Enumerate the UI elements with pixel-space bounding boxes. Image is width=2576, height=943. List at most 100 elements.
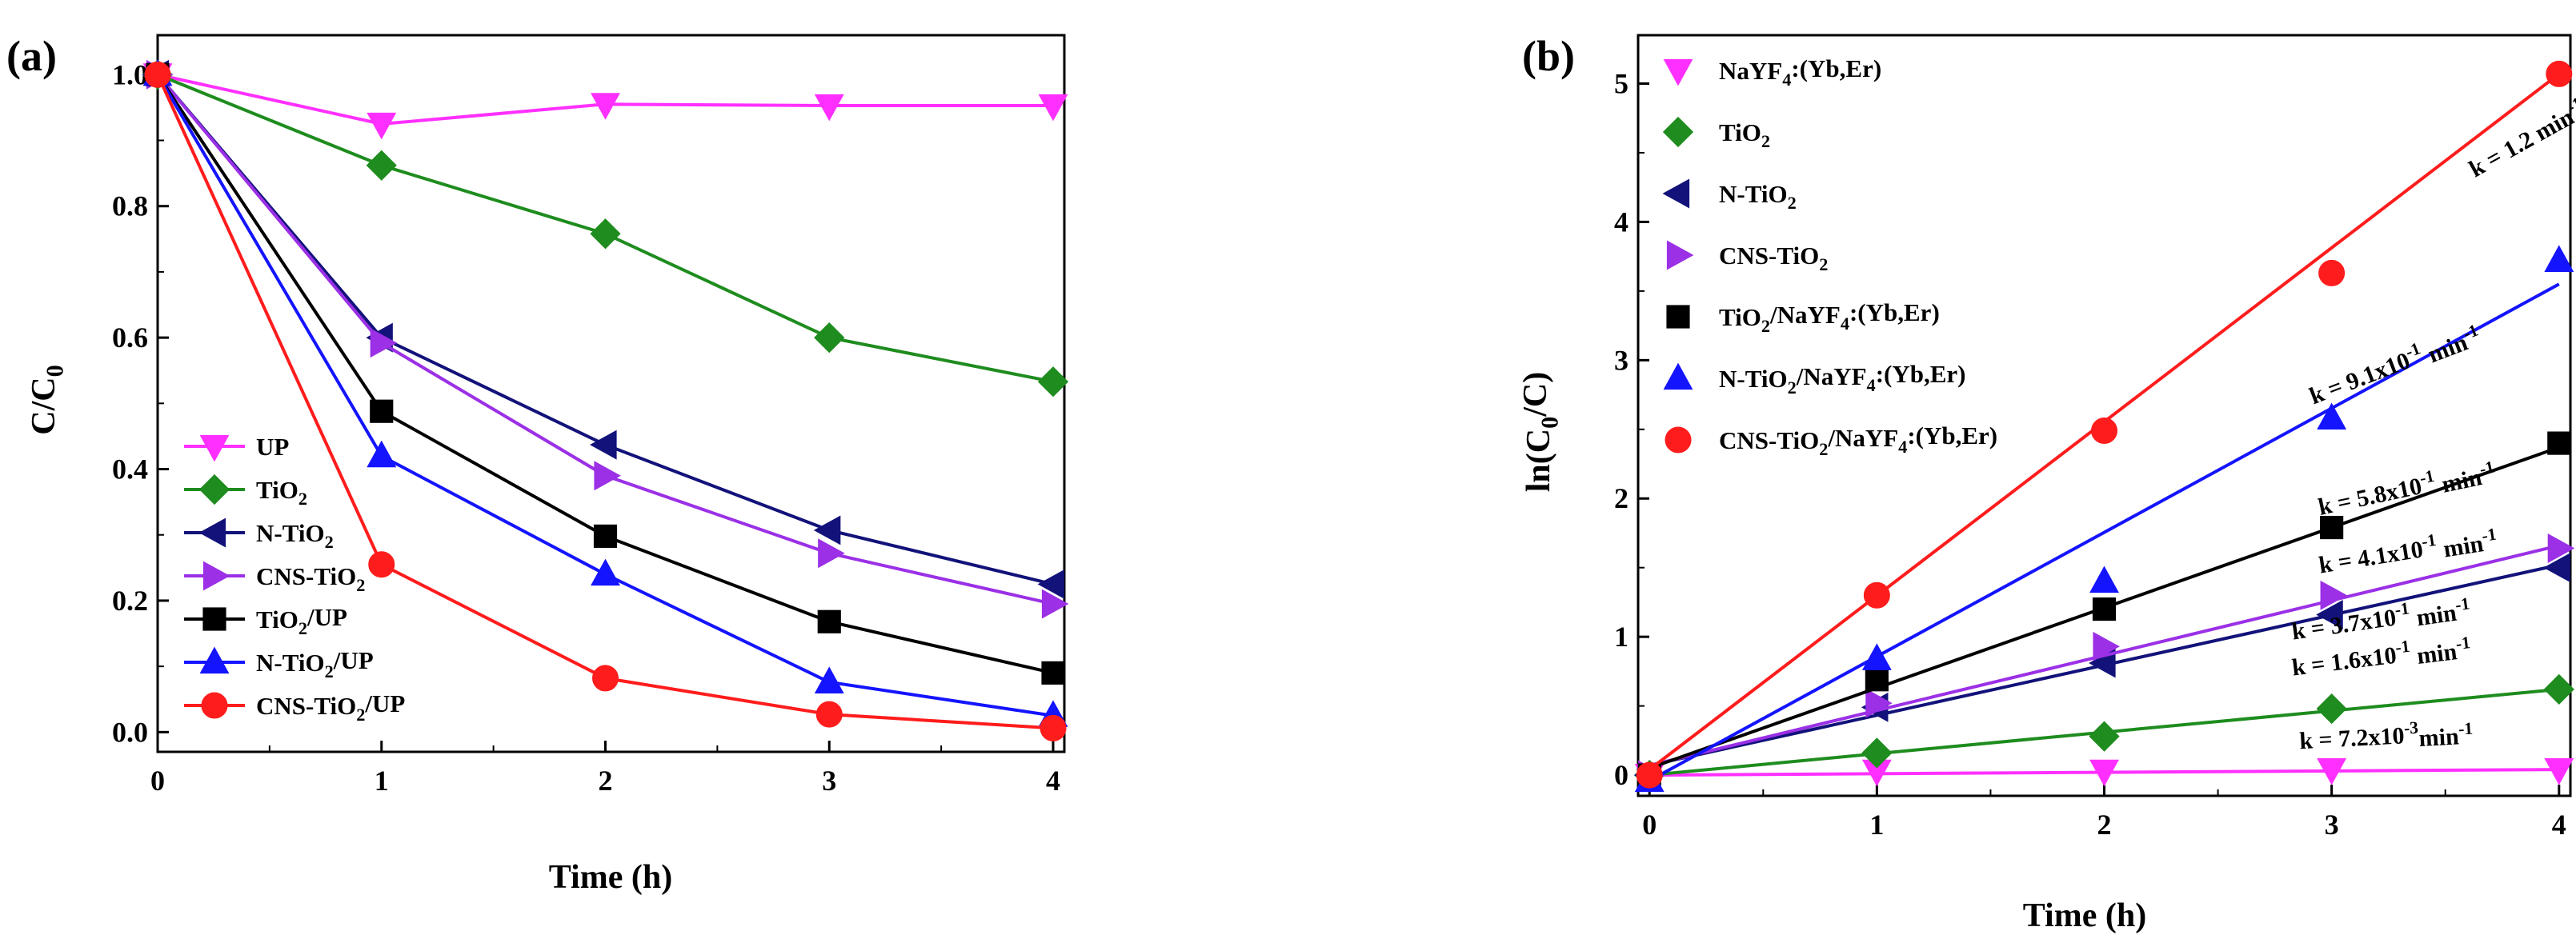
rate-constant-label: k = 9.1x10-1 min-1 xyxy=(2305,317,2485,413)
y-tick-label: 0.0 xyxy=(112,716,148,748)
data-point xyxy=(2092,418,2117,444)
rate-unit-exponent: -1 xyxy=(2481,525,2498,546)
text-part: TiO xyxy=(256,605,298,633)
legend-entry: TiO2 xyxy=(184,475,307,509)
legend-entry: CNS-TiO2/NaYF4:(Yb,Er) xyxy=(1665,422,1997,459)
panel-label: (b) xyxy=(1522,32,1575,80)
y-tick-label: 4 xyxy=(1614,206,1629,238)
text-part: C/C xyxy=(26,377,62,434)
x-axis-title: Time (h) xyxy=(549,859,672,896)
legend-entry: N-TiO2/UP xyxy=(184,646,374,681)
legend-marker xyxy=(200,648,228,673)
rate-unit: min xyxy=(2434,464,2484,499)
rate-exponent: -1 xyxy=(2420,530,2438,552)
text-part: :(Yb,Er) xyxy=(1849,298,1940,326)
text-part: /NaYF xyxy=(1796,362,1867,390)
y-tick-label: 2 xyxy=(1614,482,1629,514)
legend-entry: TiO2 xyxy=(1664,118,1770,151)
legend-label: NaYF4:(Yb,Er) xyxy=(1719,54,1881,90)
data-point xyxy=(367,150,396,180)
rate-unit: min xyxy=(2436,530,2486,564)
legend-label: N-TiO2/NaYF4:(Yb,Er) xyxy=(1719,360,1966,398)
data-point xyxy=(1864,582,1889,608)
subscript: 2 xyxy=(1819,439,1828,459)
subscript: 2 xyxy=(298,489,307,509)
data-point xyxy=(371,400,393,422)
y-tick-label: 0.2 xyxy=(112,585,148,617)
text-part: CNS-TiO xyxy=(1719,426,1819,454)
text-part: /NaYF xyxy=(1769,301,1841,329)
text-part: /NaYF xyxy=(1827,424,1898,452)
legend-marker xyxy=(203,561,229,589)
legend-label: TiO2 xyxy=(256,476,307,509)
text-part: CNS-TiO xyxy=(256,562,356,590)
y-tick-label: 0.6 xyxy=(112,322,148,354)
data-point xyxy=(2546,61,2572,86)
data-point xyxy=(2545,246,2573,271)
text-part: TiO xyxy=(1719,303,1761,331)
data-point xyxy=(1040,715,1066,741)
x-tick-label: 2 xyxy=(2097,809,2112,841)
subscript: 2 xyxy=(298,618,307,638)
series-CNS-TiO2/NaYF4:(Yb,Er) xyxy=(1637,61,2572,788)
legend-entry: UP xyxy=(184,433,289,461)
x-tick-label: 2 xyxy=(599,765,613,797)
data-point xyxy=(815,323,844,353)
rate-exponent: -1 xyxy=(2418,466,2436,488)
data-point xyxy=(2090,567,2118,593)
data-point xyxy=(2548,432,2570,454)
data-point xyxy=(2545,759,2573,785)
data-point xyxy=(2089,721,2119,751)
data-point xyxy=(816,701,842,727)
y-axis-title: ln(C0/C) xyxy=(1517,372,1564,492)
text-part: ln(C xyxy=(1520,429,1557,492)
legend-label: TiO2/UP xyxy=(256,603,347,638)
text-part: :(Yb,Er) xyxy=(1791,54,1881,82)
subscript: 2 xyxy=(1788,193,1797,213)
data-point xyxy=(1039,94,1067,120)
subscript: 4 xyxy=(1782,70,1791,90)
rate-unit-exponent: -1 xyxy=(2458,719,2474,739)
data-point xyxy=(1637,762,1662,788)
series-CNS-TiO2/UP xyxy=(145,62,1066,741)
x-axis-title: Time (h) xyxy=(2023,897,2146,934)
text-part: /C) xyxy=(1517,372,1554,418)
y-tick-label: 5 xyxy=(1614,68,1629,100)
data-point xyxy=(818,610,840,633)
subscript: 2 xyxy=(325,532,334,552)
rate-exponent: -1 xyxy=(2394,637,2411,657)
legend-marker xyxy=(1667,241,1693,269)
text-part: N-TiO xyxy=(1719,180,1788,208)
x-tick-label: 3 xyxy=(822,765,836,797)
data-point xyxy=(1865,669,1888,691)
panel-label: (a) xyxy=(6,32,57,80)
rate-text: k = 3.7x10 xyxy=(2290,605,2398,645)
text-part: N-TiO xyxy=(256,519,325,547)
rate-text: k = 7.2x10 xyxy=(2299,722,2406,754)
subscript: 4 xyxy=(1841,314,1849,334)
series-TiO2/UP xyxy=(146,63,1064,684)
text-part: :(Yb,Er) xyxy=(1876,360,1966,388)
subscript: 0 xyxy=(1536,417,1564,429)
rate-constant-label: k = 1.2 min-1 xyxy=(2463,94,2576,183)
legend-label: CNS-TiO2/NaYF4:(Yb,Er) xyxy=(1719,422,1997,459)
legend-entry: TiO2/UP xyxy=(184,603,347,638)
x-tick-label: 4 xyxy=(2552,809,2566,841)
legend-entry: N-TiO2 xyxy=(1664,179,1797,212)
text-part: :(Yb,Er) xyxy=(1907,422,1997,450)
legend-marker xyxy=(203,608,226,630)
data-point xyxy=(591,431,616,459)
data-point xyxy=(815,667,843,693)
rate-unit: min xyxy=(2418,723,2460,752)
text-part: TiO xyxy=(256,476,298,504)
legend-label: UP xyxy=(256,433,289,461)
series-UP xyxy=(143,64,1067,139)
data-point xyxy=(591,219,620,249)
x-tick-label: 0 xyxy=(150,765,165,797)
series-N-TiO2 xyxy=(143,61,1064,598)
legend-label: N-TiO2 xyxy=(256,519,334,552)
data-point xyxy=(591,560,619,585)
subscript: 4 xyxy=(1867,375,1876,395)
text-part: /UP xyxy=(306,603,347,631)
legend-marker xyxy=(202,693,227,718)
